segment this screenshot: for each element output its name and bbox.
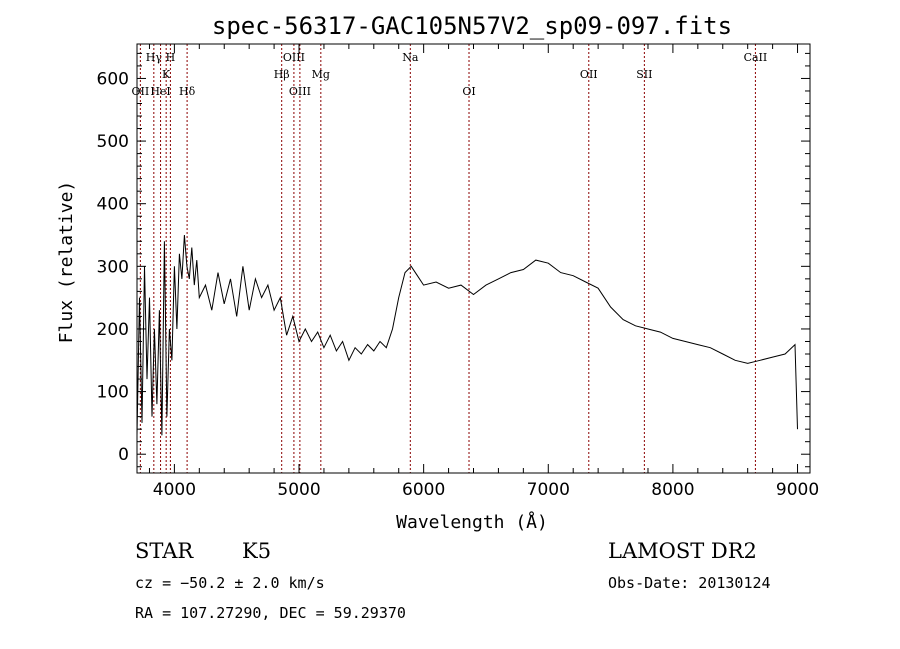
chart-title: spec-56317-GAC105N57V2_sp09-097.fits <box>212 12 732 40</box>
line-marker-label: Mg <box>312 68 330 81</box>
y-axis: 0 100 200 300 400 500 600 <box>97 52 810 468</box>
object-subclass: K5 <box>242 539 272 563</box>
x-tick-label: 7000 <box>527 480 570 500</box>
x-axis-label: Wavelength (Å) <box>396 511 548 533</box>
line-marker-label: Na <box>402 51 419 64</box>
y-tick-label: 100 <box>97 383 129 403</box>
line-marker-label: OI <box>462 85 475 98</box>
x-tick-label: 5000 <box>277 480 320 500</box>
y-tick-label: 0 <box>118 445 129 465</box>
x-tick-label: 4000 <box>153 480 196 500</box>
line-marker-label: SII <box>636 68 652 81</box>
survey-name: LAMOST DR2 <box>608 539 757 563</box>
x-axis: 4000 5000 6000 7000 8000 9000 <box>148 44 819 500</box>
y-tick-label: 200 <box>97 320 129 340</box>
line-marker-label: HeI <box>150 85 170 98</box>
line-marker-label: Hβ <box>274 68 290 81</box>
line-marker-label: K <box>162 68 171 81</box>
line-marker-label: H <box>166 51 176 64</box>
coordinates: RA = 107.27290, DEC = 59.29370 <box>135 604 406 622</box>
line-marker-label: OII <box>580 68 598 81</box>
line-marker-label: Hγ <box>146 51 163 64</box>
plot-frame <box>136 43 811 474</box>
x-tick-label: 6000 <box>402 480 445 500</box>
y-tick-label: 600 <box>97 69 129 89</box>
line-marker-label: Hδ <box>179 85 196 98</box>
object-class: STAR <box>135 539 194 563</box>
observation-date: Obs-Date: 20130124 <box>608 574 771 592</box>
line-marker-label: CaII <box>744 51 768 64</box>
y-tick-label: 500 <box>97 132 129 152</box>
y-tick-label: 300 <box>97 257 129 277</box>
line-marker-label: OIII <box>289 85 311 98</box>
y-tick-label: 400 <box>97 195 129 215</box>
x-tick-label: 8000 <box>651 480 694 500</box>
x-tick-label: 9000 <box>776 480 819 500</box>
redshift-velocity: cz = −50.2 ± 2.0 km/s <box>135 574 325 592</box>
y-axis-label: Flux (relative) <box>56 181 77 344</box>
spectrum-line <box>136 234 798 436</box>
line-marker-label: OIII <box>283 51 305 64</box>
line-marker-label: OII <box>132 85 150 98</box>
